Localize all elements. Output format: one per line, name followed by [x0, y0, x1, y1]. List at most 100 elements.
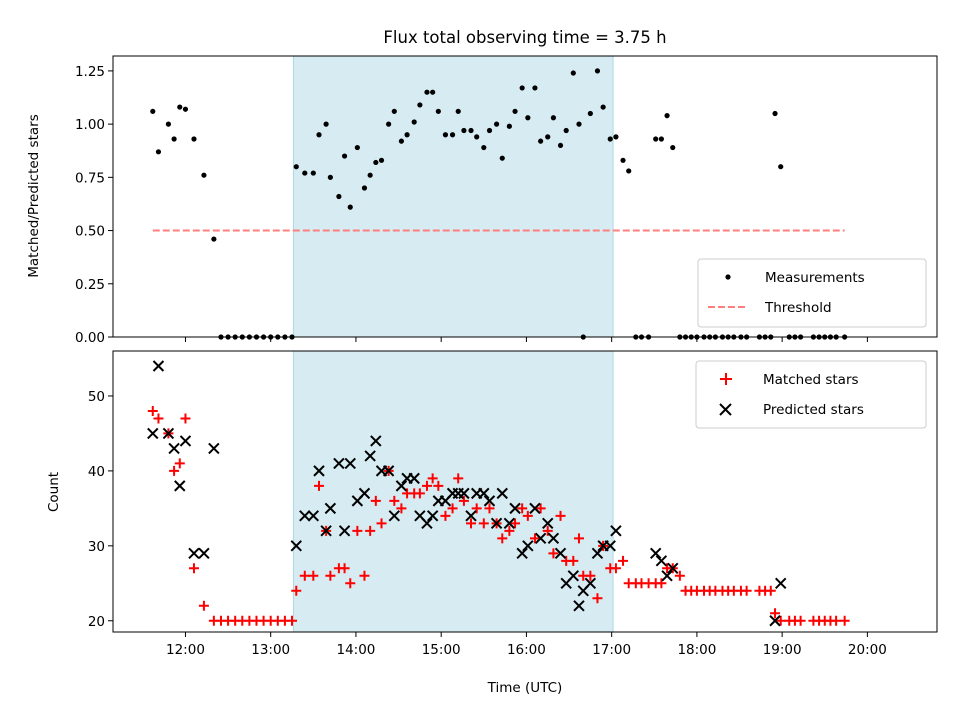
- predicted-stars-point: [769, 615, 781, 627]
- x-tick-label: 16:00: [507, 642, 546, 658]
- x-tick-label: 20:00: [848, 642, 887, 658]
- y-tick-label: 20: [88, 614, 105, 630]
- predicted-stars-point: [338, 525, 351, 537]
- matched-stars-point: [522, 510, 533, 521]
- measurement-point: [386, 121, 392, 127]
- bottom-y-axis-label: Count: [46, 472, 62, 512]
- x-tick-label: 12:00: [166, 642, 205, 658]
- y-tick-label: 30: [88, 539, 105, 555]
- bottom-y-axis: 20 30 40 50: [88, 389, 113, 630]
- matched-stars-point: [510, 518, 521, 529]
- matched-stars-point: [839, 615, 850, 626]
- predicted-stars-point: [478, 487, 490, 500]
- matched-stars-point: [174, 458, 185, 469]
- matched-stars-point: [370, 495, 381, 506]
- matched-stars-point: [440, 510, 451, 521]
- predicted-stars-point: [344, 457, 356, 470]
- measurement-point: [442, 132, 449, 138]
- matched-stars-point: [345, 578, 356, 589]
- predicted-stars-point: [299, 510, 311, 522]
- measurement-point: [302, 170, 308, 176]
- matched-stars-point: [484, 503, 495, 514]
- predicted-stars-point: [522, 540, 534, 552]
- predicted-stars-point: [573, 600, 585, 612]
- predicted-stars-point: [162, 427, 175, 440]
- matched-stars-point: [325, 570, 336, 581]
- measurement-point: [373, 159, 379, 166]
- measurement-point: [563, 127, 569, 134]
- legend-predicted-marker: [719, 403, 732, 416]
- x-tick-label: 18:00: [677, 642, 716, 658]
- measurement-point: [417, 102, 423, 108]
- legend-threshold-label: Threshold: [764, 300, 832, 316]
- y-tick-label: 0.75: [75, 170, 105, 186]
- matched-stars-point: [610, 563, 621, 574]
- matched-stars-point: [517, 503, 528, 514]
- matched-stars-point: [770, 608, 781, 619]
- predicted-stars-point: [655, 555, 668, 567]
- predicted-stars-point: [290, 540, 302, 552]
- measurement-point: [474, 134, 480, 140]
- predicted-stars-point: [529, 502, 541, 515]
- chart-title: Flux total observing time = 3.75 h: [383, 28, 666, 47]
- legend-measurements-label: Measurements: [765, 270, 865, 286]
- predicted-stars-point: [370, 435, 382, 447]
- matched-stars-point: [359, 570, 370, 581]
- measurement-point: [545, 134, 551, 140]
- measurement-point: [171, 136, 177, 142]
- measurement-point: [525, 115, 531, 121]
- x-tick-label: 13:00: [251, 642, 290, 658]
- matched-stars-point: [458, 495, 469, 506]
- bottom-x-axis: 12:00 13:00 14:00 15:00 16:00 17:00 18:00 19:00…: [166, 632, 887, 658]
- measurement-point: [398, 138, 404, 144]
- measurement-point: [626, 168, 632, 174]
- measurement-point: [506, 123, 512, 129]
- predicted-stars-point: [324, 502, 337, 515]
- predicted-stars-point: [307, 510, 320, 522]
- matched-stars-point: [365, 525, 376, 536]
- matched-stars-point: [180, 413, 191, 424]
- predicted-stars-point: [591, 547, 604, 560]
- predicted-stars-point: [547, 532, 560, 545]
- measurement-point: [211, 236, 217, 242]
- matched-stars-point: [299, 570, 310, 581]
- bottom-legend: Matched stars Predicted stars: [695, 360, 927, 429]
- x-tick-label: 15:00: [422, 642, 461, 658]
- measurement-point: [404, 132, 410, 138]
- matched-stars-point: [433, 480, 444, 491]
- matched-stars-point: [674, 570, 685, 581]
- measurement-point: [293, 164, 299, 170]
- measurement-point: [613, 134, 619, 140]
- matched-stars-point: [396, 503, 407, 514]
- measurement-point: [316, 132, 322, 138]
- measurement-point: [378, 157, 385, 163]
- predicted-stars-point: [168, 442, 180, 455]
- measurement-point: [658, 136, 664, 142]
- measurement-point: [600, 104, 606, 110]
- measurement-point: [310, 170, 316, 176]
- y-tick-label: 0.50: [75, 224, 105, 240]
- matched-stars-point: [592, 593, 603, 604]
- measurement-point: [538, 138, 544, 144]
- predicted-stars-point: [152, 360, 165, 372]
- measurement-point: [486, 127, 493, 134]
- measurement-point: [493, 121, 500, 127]
- predicted-stars-point: [775, 577, 787, 590]
- predicted-stars-point: [395, 480, 408, 492]
- measurement-point: [778, 164, 784, 170]
- matched-stars-point: [421, 480, 432, 491]
- matched-stars-point: [153, 413, 164, 424]
- measurement-point: [411, 119, 417, 125]
- predicted-stars-point: [584, 577, 597, 590]
- matched-stars-point: [775, 615, 786, 626]
- observing-window-span: [292, 55, 614, 338]
- bottom-legend-box: [695, 360, 927, 429]
- predicted-stars-point: [426, 510, 439, 522]
- y-tick-label: 40: [88, 464, 105, 480]
- measurement-point: [468, 127, 474, 134]
- measurement-point: [594, 68, 601, 74]
- predicted-stars-point: [179, 435, 192, 447]
- legend-matched-marker: [720, 373, 732, 385]
- matched-stars-point: [414, 488, 425, 499]
